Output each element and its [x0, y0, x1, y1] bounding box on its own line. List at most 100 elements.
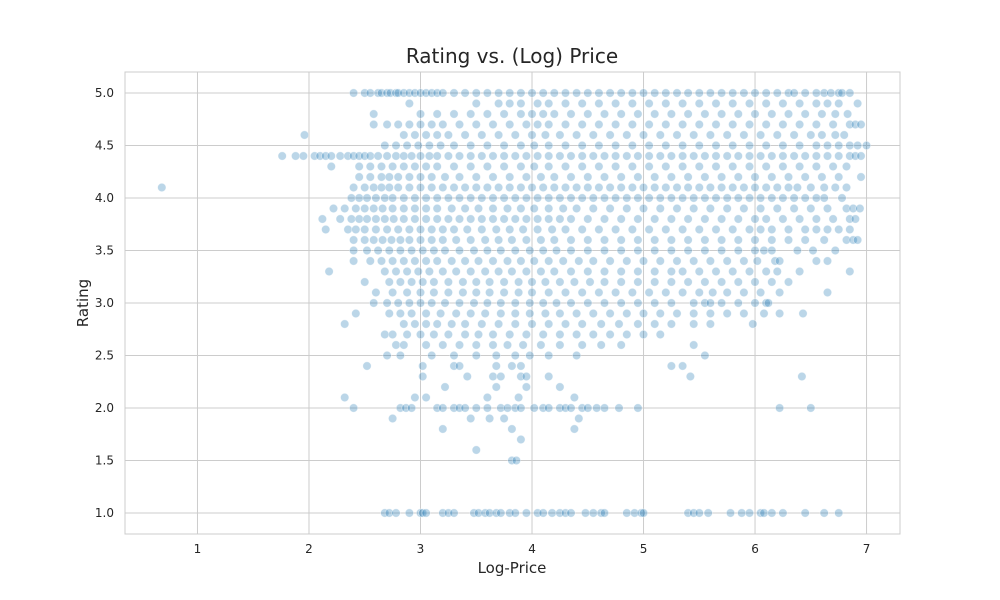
- data-point: [789, 193, 799, 203]
- data-point: [772, 266, 782, 276]
- data-point: [683, 88, 693, 98]
- data-point: [514, 277, 524, 287]
- data-point: [683, 172, 693, 182]
- data-point: [404, 99, 414, 109]
- data-point: [636, 508, 646, 518]
- data-point: [594, 120, 604, 130]
- data-point: [622, 308, 632, 318]
- data-point: [373, 88, 383, 98]
- x-tick-label: 7: [863, 542, 871, 556]
- data-point: [299, 130, 309, 140]
- grid-lines: [125, 72, 900, 534]
- data-point: [391, 340, 401, 350]
- data-point: [822, 204, 832, 214]
- data-point: [399, 130, 409, 140]
- data-point: [376, 256, 386, 266]
- data-point: [395, 246, 405, 256]
- data-point: [638, 329, 648, 339]
- data-point: [447, 319, 457, 329]
- data-point: [424, 151, 434, 161]
- data-point: [661, 225, 671, 235]
- data-point: [477, 130, 487, 140]
- data-point: [644, 287, 654, 297]
- data-point: [380, 214, 390, 224]
- data-point: [540, 277, 550, 287]
- data-point: [705, 256, 715, 266]
- data-point: [449, 109, 459, 119]
- data-point: [689, 151, 699, 161]
- data-point: [756, 193, 766, 203]
- data-point: [549, 235, 559, 245]
- data-point: [407, 308, 417, 318]
- data-point: [485, 287, 495, 297]
- data-point: [711, 99, 721, 109]
- data-point: [678, 120, 688, 130]
- data-point: [391, 88, 401, 98]
- data-point: [666, 266, 676, 276]
- data-point: [683, 214, 693, 224]
- data-point: [354, 172, 364, 182]
- data-point: [683, 109, 693, 119]
- data-point: [834, 141, 844, 151]
- data-point: [633, 193, 643, 203]
- data-point: [480, 308, 490, 318]
- data-point: [427, 120, 437, 130]
- data-point: [577, 162, 587, 172]
- data-point: [650, 246, 660, 256]
- data-point: [317, 214, 327, 224]
- data-point: [380, 508, 390, 518]
- data-point: [544, 287, 554, 297]
- data-point: [577, 287, 587, 297]
- data-point: [683, 235, 693, 245]
- data-point: [722, 256, 732, 266]
- data-point: [440, 246, 450, 256]
- data-point: [722, 308, 732, 318]
- data-point: [354, 214, 364, 224]
- data-point: [527, 319, 537, 329]
- data-point: [418, 508, 428, 518]
- data-point: [566, 246, 576, 256]
- data-point: [583, 298, 593, 308]
- data-point: [521, 214, 531, 224]
- data-point: [415, 235, 425, 245]
- data-point: [767, 246, 777, 256]
- data-point: [488, 204, 498, 214]
- data-point: [672, 130, 682, 140]
- data-point: [432, 193, 442, 203]
- data-point: [555, 151, 565, 161]
- data-point: [466, 162, 476, 172]
- data-point: [536, 172, 546, 182]
- data-point: [594, 183, 604, 193]
- data-point: [449, 183, 459, 193]
- data-point: [733, 151, 743, 161]
- data-point: [418, 277, 428, 287]
- data-point: [365, 256, 375, 266]
- data-point: [558, 256, 568, 266]
- data-point: [505, 88, 515, 98]
- data-point: [421, 256, 431, 266]
- data-point: [555, 340, 565, 350]
- data-point: [644, 193, 654, 203]
- data-point: [841, 235, 851, 245]
- data-point: [744, 151, 754, 161]
- data-point: [516, 371, 526, 381]
- data-point: [499, 214, 509, 224]
- data-point: [432, 319, 442, 329]
- data-point: [678, 151, 688, 161]
- data-point: [494, 183, 504, 193]
- data-point: [538, 109, 548, 119]
- data-point: [588, 204, 598, 214]
- data-point: [521, 235, 531, 245]
- data-point: [616, 298, 626, 308]
- data-point: [386, 235, 396, 245]
- data-point: [599, 246, 609, 256]
- data-point: [449, 508, 459, 518]
- data-point: [678, 141, 688, 151]
- data-point: [393, 225, 403, 235]
- data-point: [407, 151, 417, 161]
- data-point: [633, 266, 643, 276]
- data-point: [521, 371, 531, 381]
- data-point: [551, 246, 561, 256]
- data-point: [376, 183, 386, 193]
- data-point: [778, 120, 788, 130]
